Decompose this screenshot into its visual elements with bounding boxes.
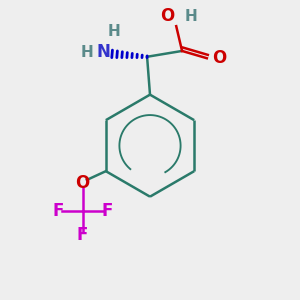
Text: H: H bbox=[80, 45, 93, 60]
Text: H: H bbox=[108, 24, 121, 39]
Text: O: O bbox=[75, 174, 90, 192]
Text: F: F bbox=[77, 226, 88, 244]
Text: H: H bbox=[184, 9, 197, 24]
Text: N: N bbox=[97, 44, 111, 62]
Text: F: F bbox=[52, 202, 63, 220]
Text: O: O bbox=[212, 49, 226, 67]
Text: O: O bbox=[160, 7, 175, 25]
Text: F: F bbox=[102, 202, 113, 220]
